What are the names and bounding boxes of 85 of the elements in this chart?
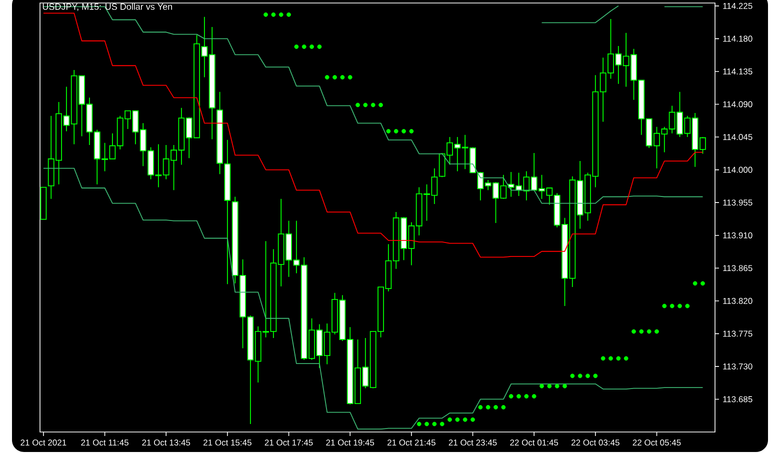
y-tick-label: 113.730	[723, 363, 752, 370]
point	[386, 128, 391, 134]
point	[340, 75, 345, 80]
point	[462, 417, 468, 422]
point	[608, 356, 613, 361]
point	[616, 356, 621, 361]
point	[432, 422, 437, 426]
point	[540, 384, 544, 388]
point	[348, 75, 352, 80]
point	[478, 405, 483, 410]
point	[455, 417, 460, 422]
point	[570, 374, 575, 378]
point	[402, 128, 406, 134]
point	[370, 102, 376, 108]
y-tick-label: 113.865	[723, 265, 752, 272]
point	[685, 304, 690, 308]
x-tick-label: 21 Oct 17:45	[264, 440, 313, 446]
point	[532, 394, 536, 399]
x-tick-label: 21 Oct 11:45	[81, 440, 128, 446]
point	[678, 304, 682, 308]
point	[486, 405, 490, 410]
point	[624, 356, 628, 361]
point	[593, 374, 598, 378]
x-tick-label: 21 Oct 21:45	[388, 440, 436, 446]
y-tick-label: 114.135	[723, 68, 752, 74]
point	[524, 394, 529, 399]
point	[662, 304, 667, 308]
point	[700, 281, 705, 286]
point	[448, 417, 452, 422]
y-tick-label: 113.775	[723, 330, 752, 337]
point	[409, 128, 414, 134]
y-tick-label: 114.045	[723, 134, 752, 140]
x-tick-label: 22 Oct 01:45	[510, 440, 558, 446]
y-tick-label: 113.820	[723, 298, 752, 304]
point	[654, 329, 659, 334]
point	[586, 374, 590, 378]
point	[264, 12, 268, 17]
y-tick-label: 114.180	[723, 36, 752, 42]
point	[394, 128, 398, 134]
point	[416, 422, 422, 426]
point	[332, 75, 337, 80]
point	[356, 102, 360, 108]
point	[363, 102, 368, 108]
point	[562, 384, 567, 388]
point	[632, 329, 636, 334]
x-tick-label: 21 Oct 15:45	[204, 440, 252, 446]
point	[378, 102, 383, 108]
y-tick-label: 113.955	[723, 200, 752, 206]
x-tick-label: 21 Oct 2021	[20, 440, 66, 446]
y-tick-label: 113.685	[723, 396, 752, 402]
y-tick-label: 114.090	[723, 101, 752, 108]
point	[639, 329, 644, 334]
point	[600, 356, 606, 361]
point	[646, 329, 652, 334]
point	[516, 394, 521, 399]
point	[440, 422, 444, 426]
x-tick-label: 22 Oct 03:45	[572, 440, 620, 446]
point	[578, 374, 582, 378]
candlestick	[40, 186, 47, 220]
y-tick-label: 114.225	[723, 2, 752, 9]
point	[317, 44, 322, 49]
x-tick-label: 22 Oct 05:45	[632, 440, 681, 446]
x-tick-label: 21 Oct 19:45	[326, 440, 374, 446]
point	[494, 405, 498, 410]
point	[547, 384, 552, 388]
point	[470, 417, 475, 422]
point	[302, 44, 306, 49]
y-tick-label: 114.000	[723, 166, 752, 173]
x-tick-label: 21 Oct 23:45	[448, 440, 497, 446]
point	[554, 384, 560, 388]
x-tick-label: 21 Oct 13:45	[142, 440, 190, 446]
point	[670, 304, 674, 308]
point	[278, 12, 284, 17]
point	[508, 394, 514, 399]
candlestick	[216, 91, 223, 175]
point	[294, 44, 299, 49]
point	[424, 422, 429, 426]
candlestick	[224, 139, 231, 285]
point	[286, 12, 291, 17]
point	[692, 281, 698, 286]
point	[324, 75, 330, 80]
y-tick-label: 113.910	[723, 232, 752, 238]
point	[310, 44, 314, 49]
point	[501, 405, 506, 410]
point	[271, 12, 276, 17]
